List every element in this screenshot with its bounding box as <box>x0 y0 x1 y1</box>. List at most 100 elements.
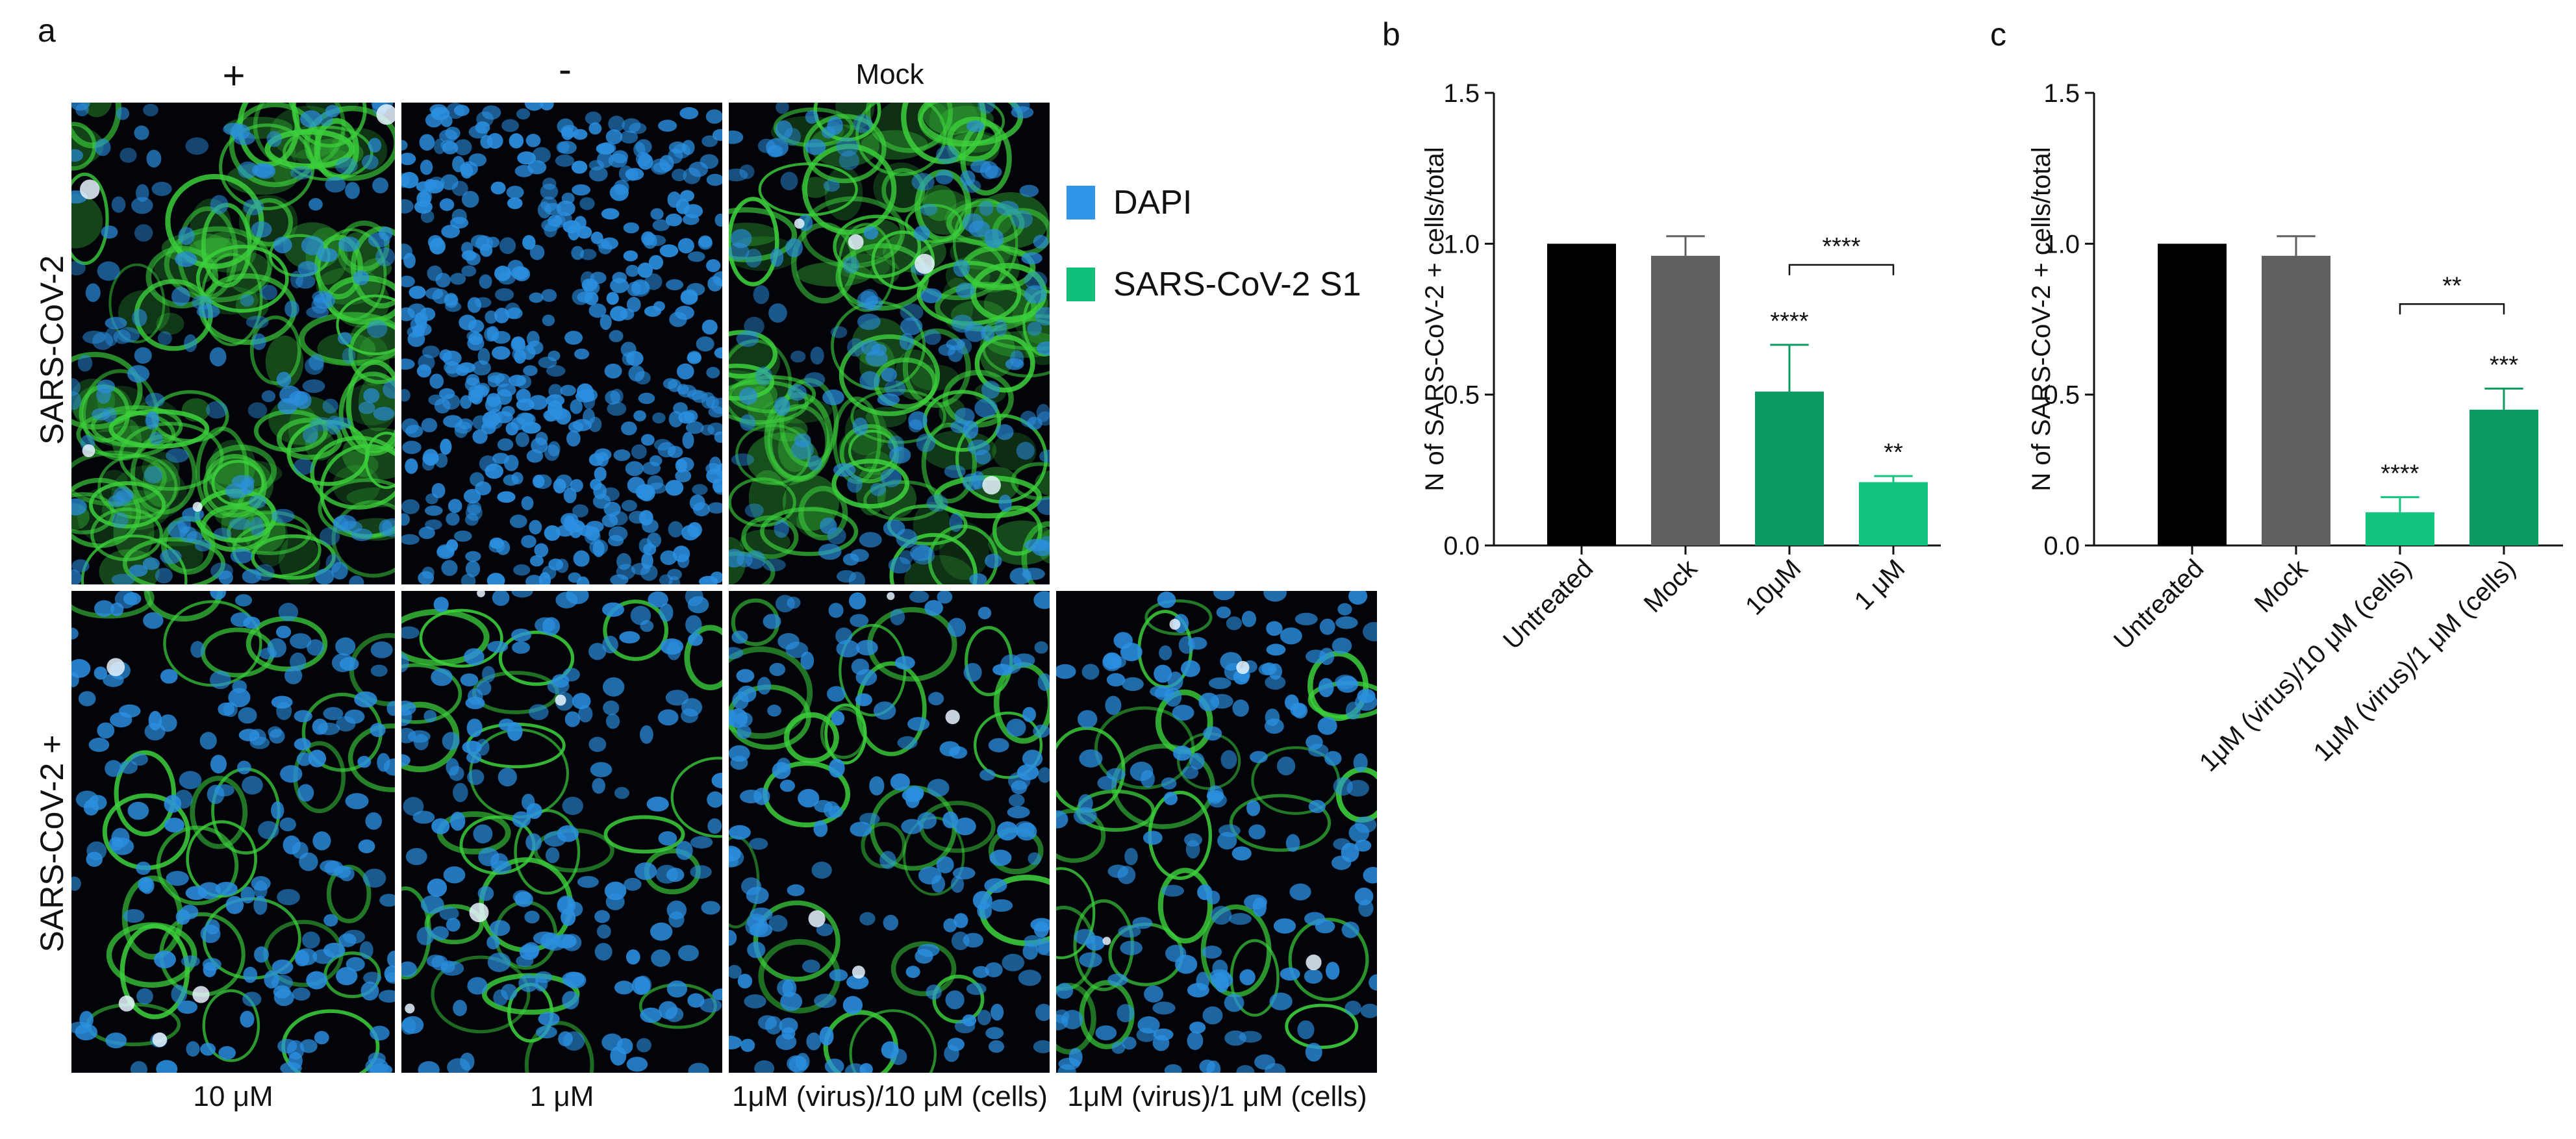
nucleus <box>614 981 634 995</box>
nucleus <box>827 527 846 545</box>
nucleus <box>701 135 718 147</box>
nucleus <box>435 453 448 468</box>
bright-spot <box>192 502 203 512</box>
nucleus <box>405 458 418 474</box>
nucleus <box>513 266 531 282</box>
nucleus <box>571 160 588 174</box>
nucleus <box>462 740 482 754</box>
spike-signal <box>988 520 1050 566</box>
nucleus <box>1035 1003 1050 1021</box>
nucleus <box>1006 718 1026 737</box>
bright-spot <box>1306 954 1322 971</box>
nucleus <box>105 1033 127 1049</box>
nucleus <box>658 831 677 846</box>
nucleus <box>277 888 300 905</box>
nucleus <box>926 984 942 1000</box>
nucleus <box>111 573 135 584</box>
nucleus <box>687 595 709 614</box>
nucleus <box>947 618 966 637</box>
nucleus <box>248 495 267 508</box>
nucleus <box>830 326 848 338</box>
nucleus <box>634 862 657 881</box>
nucleus <box>535 1025 557 1039</box>
nucleus <box>1011 106 1034 119</box>
nucleus <box>429 104 448 116</box>
nucleus <box>643 543 657 556</box>
nucleus <box>682 432 694 449</box>
nucleus <box>425 287 444 300</box>
nucleus <box>592 540 605 558</box>
nucleus <box>730 229 752 249</box>
nucleus <box>625 351 644 366</box>
spike-signal <box>902 328 971 408</box>
nucleus <box>969 573 987 584</box>
nucleus <box>692 484 708 495</box>
nucleus <box>553 478 566 494</box>
nucleus <box>119 760 138 774</box>
nucleus <box>401 199 414 214</box>
nucleus <box>164 795 182 813</box>
nucleus <box>700 154 719 169</box>
nucleus <box>477 886 494 901</box>
nucleus <box>499 237 516 255</box>
nucleus <box>538 1012 560 1026</box>
nucleus <box>546 394 565 407</box>
nucleus <box>665 690 689 706</box>
nucleus <box>736 331 759 347</box>
spike-signal <box>114 750 177 836</box>
nucleus <box>564 331 583 345</box>
nucleus <box>677 554 690 568</box>
nucleus <box>774 396 790 416</box>
nucleus <box>354 691 377 708</box>
nucleus <box>71 658 91 678</box>
nucleus <box>1224 1030 1247 1046</box>
nucleus <box>292 987 310 1001</box>
nucleus <box>506 185 524 199</box>
significance-label: ** <box>2442 272 2462 299</box>
nucleus <box>490 181 506 195</box>
nucleus <box>1018 970 1042 986</box>
nucleus <box>1324 751 1342 766</box>
nucleus <box>300 110 322 128</box>
nucleus <box>1019 184 1039 197</box>
spike-signal <box>186 820 257 898</box>
spike-signal <box>292 103 367 148</box>
nucleus <box>223 123 245 136</box>
nucleus <box>439 198 455 211</box>
nucleus <box>511 628 531 642</box>
nucleus <box>1016 822 1037 841</box>
nucleus <box>610 306 628 321</box>
nucleus <box>166 871 189 886</box>
nucleus <box>1157 591 1176 608</box>
nucleus <box>111 196 126 213</box>
nucleus <box>701 901 720 915</box>
nucleus <box>461 573 476 584</box>
nucleus <box>71 391 81 410</box>
spike-signal <box>839 623 907 717</box>
nucleus <box>1203 726 1222 741</box>
nucleus <box>836 640 860 658</box>
nucleus <box>542 617 561 636</box>
nucleus <box>484 327 498 342</box>
column-label-1uM: 1 μM <box>529 1081 594 1112</box>
nucleus <box>218 570 233 584</box>
nucleus <box>706 366 720 379</box>
spike-signal <box>783 712 839 764</box>
nucleus <box>145 410 159 428</box>
nucleus <box>1248 824 1266 840</box>
nucleus <box>652 219 670 231</box>
nucleus <box>954 1019 976 1034</box>
nucleus <box>414 200 433 214</box>
nucleus <box>585 111 601 125</box>
nucleus <box>852 417 868 436</box>
nucleus <box>446 362 462 377</box>
nucleus <box>1189 753 1205 770</box>
nucleus <box>1332 637 1352 655</box>
nucleus <box>453 782 468 803</box>
nucleus <box>863 226 879 240</box>
nucleus <box>883 519 905 537</box>
nucleus <box>823 179 840 192</box>
nucleus <box>984 229 1004 249</box>
nucleus <box>325 105 340 118</box>
nucleus <box>268 726 283 738</box>
